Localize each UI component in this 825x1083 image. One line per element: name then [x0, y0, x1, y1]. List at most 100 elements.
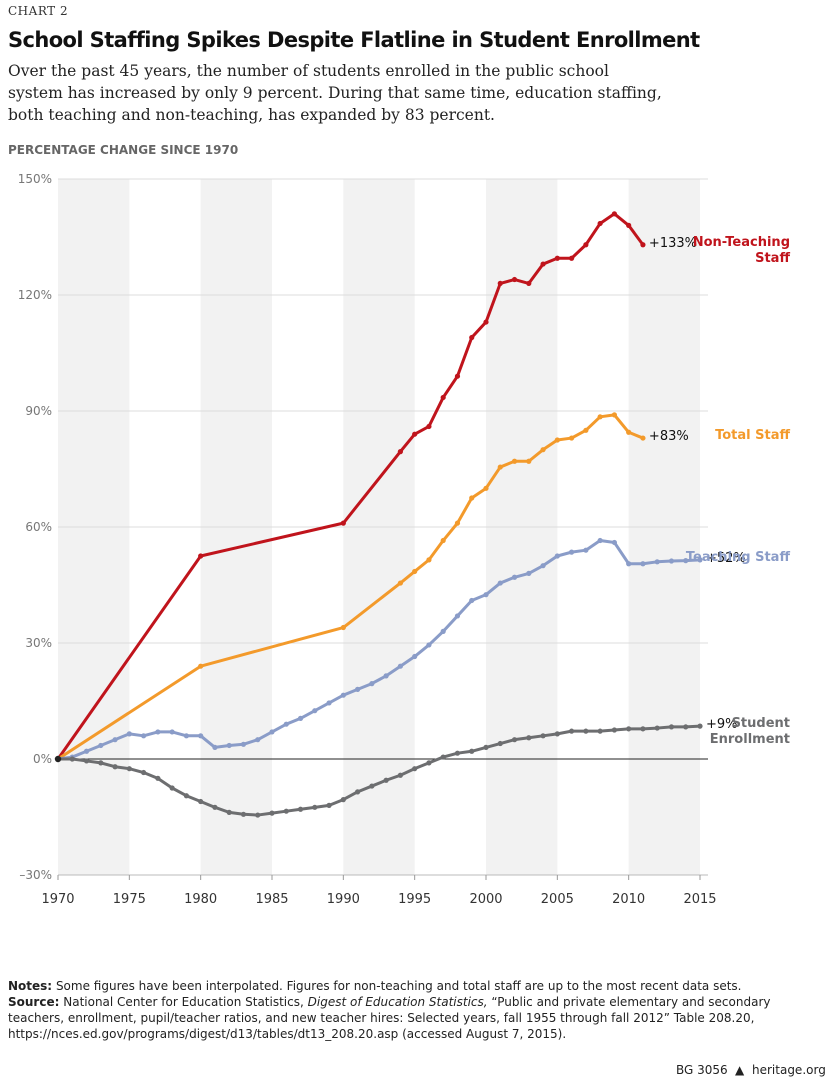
data-point — [312, 804, 318, 810]
data-point — [426, 760, 432, 766]
x-tick-label: 1995 — [398, 892, 431, 907]
data-point — [297, 806, 304, 812]
data-point — [126, 731, 132, 737]
y-tick-label: 60% — [25, 520, 52, 534]
footer-id: BG 3056 — [676, 1063, 728, 1077]
data-point — [240, 811, 247, 817]
x-tick-label: 1990 — [327, 892, 360, 907]
legend-label: Total Staff — [715, 428, 790, 444]
data-point — [340, 624, 346, 631]
data-point — [412, 568, 418, 575]
data-point — [283, 721, 289, 727]
data-point — [397, 449, 403, 455]
data-point — [583, 728, 589, 734]
data-point — [640, 435, 646, 441]
data-point — [183, 793, 189, 799]
data-point — [511, 276, 518, 283]
legend-label: Teaching Staff — [685, 549, 790, 565]
x-tick-label: 2010 — [612, 892, 645, 907]
data-point — [526, 280, 532, 286]
data-point — [340, 797, 346, 803]
data-point — [240, 741, 247, 747]
footer-site: heritage.org — [752, 1063, 825, 1077]
data-point — [611, 539, 618, 546]
data-point — [198, 733, 204, 739]
data-point — [141, 733, 147, 739]
data-point — [483, 485, 489, 491]
data-point — [540, 447, 546, 453]
series-line — [57, 539, 701, 761]
data-point — [426, 423, 432, 430]
data-point — [583, 427, 589, 433]
data-point — [297, 715, 304, 722]
series-line — [58, 724, 701, 817]
data-point — [511, 458, 518, 464]
data-point — [397, 580, 403, 586]
data-point — [654, 559, 660, 565]
notes: Notes: Some figures have been interpolat… — [8, 978, 808, 994]
source-rest: “Public and private elementary and secon… — [8, 995, 771, 1041]
legend-label: Student Enrollment — [709, 716, 790, 748]
data-point — [226, 742, 232, 749]
data-point — [155, 729, 161, 735]
data-point — [426, 557, 432, 563]
x-tick-label: 1980 — [184, 892, 217, 907]
data-point — [440, 537, 446, 544]
data-point — [112, 737, 118, 743]
data-point — [212, 744, 218, 751]
data-point — [226, 809, 232, 815]
end-label: +133% — [648, 235, 697, 251]
notes-label: Notes: — [8, 979, 53, 993]
y-tick-label: 150% — [18, 172, 52, 186]
data-point — [69, 756, 75, 762]
y-tick-label: 0% — [33, 752, 52, 766]
data-point — [497, 740, 503, 747]
data-point — [397, 663, 403, 669]
data-point — [83, 758, 90, 764]
data-point — [569, 549, 575, 555]
data-point — [540, 563, 546, 569]
data-point — [169, 729, 175, 735]
data-point — [697, 557, 703, 563]
data-point — [483, 744, 489, 751]
data-point — [112, 764, 118, 770]
data-point — [569, 255, 575, 261]
y-tick-label: –30% — [19, 868, 52, 882]
x-tick-label: 2000 — [469, 892, 502, 907]
source: Source: National Center for Education St… — [8, 994, 808, 1042]
data-point — [340, 692, 346, 698]
data-point — [98, 742, 104, 749]
y-tick-label: 120% — [18, 288, 52, 302]
x-tick-label: 2015 — [683, 892, 716, 907]
data-point — [640, 561, 646, 567]
notes-text: Some figures have been interpolated. Fig… — [55, 979, 742, 993]
data-point — [497, 580, 503, 586]
data-point — [668, 558, 675, 564]
data-point — [640, 726, 646, 732]
data-point — [511, 574, 518, 580]
end-label: +52% — [706, 550, 746, 566]
data-point — [340, 520, 346, 526]
data-point — [626, 726, 632, 732]
chart-label: CHART 2 — [8, 4, 69, 18]
source-label: Source: — [8, 995, 60, 1009]
data-point — [597, 537, 603, 544]
data-point — [369, 783, 375, 789]
data-point — [426, 642, 432, 648]
data-point — [626, 429, 632, 435]
data-point — [483, 319, 489, 325]
end-label: +9% — [706, 717, 738, 733]
data-point — [683, 724, 689, 730]
data-point — [483, 592, 489, 598]
data-point — [611, 211, 618, 217]
data-point — [440, 754, 446, 760]
data-point — [497, 280, 503, 286]
source-prefix: National Center for Education Statistics… — [63, 995, 304, 1009]
data-point — [526, 735, 532, 741]
data-point — [654, 725, 660, 731]
data-point — [697, 723, 703, 729]
data-point — [497, 464, 503, 470]
data-point — [440, 628, 446, 635]
